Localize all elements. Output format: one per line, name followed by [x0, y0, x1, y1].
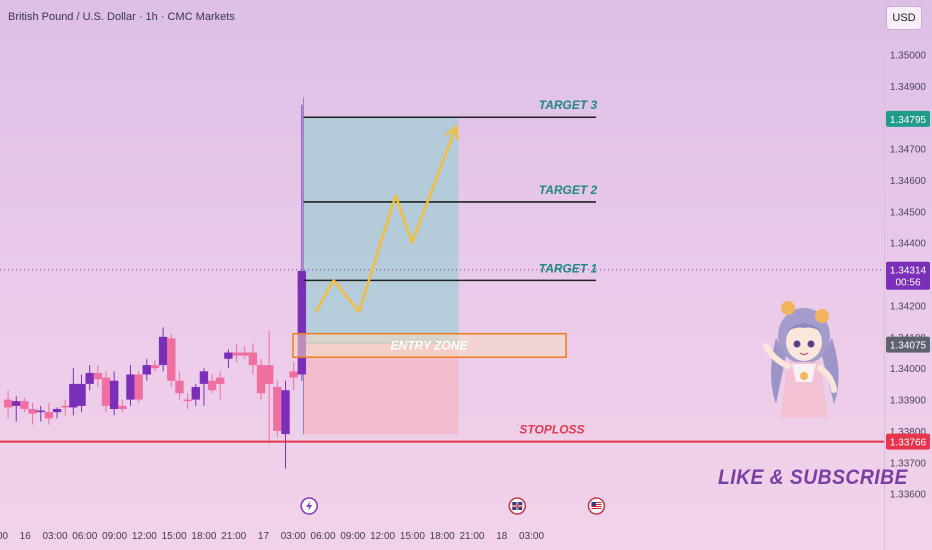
candle-body [216, 377, 225, 384]
candle-body [183, 399, 192, 402]
candle-body [44, 412, 54, 419]
candle-body [142, 365, 151, 375]
candle-body [126, 374, 135, 400]
candle-body [61, 405, 70, 408]
currency-button[interactable]: USD [886, 6, 922, 30]
price-label-text: 1.34795 [890, 115, 927, 126]
x-tick-label: 16 [20, 531, 32, 542]
target-2-label: TARGET 2 [539, 183, 598, 197]
x-tick-label: 03:00 [42, 531, 67, 542]
lightning-event-icon[interactable] [300, 497, 318, 515]
countdown-label-text: 00:56 [895, 278, 920, 289]
candle-body [93, 372, 103, 380]
target-1-label: TARGET 1 [539, 261, 598, 275]
price-axis-divider [884, 0, 885, 550]
candle-body [150, 365, 160, 369]
candle-body [12, 401, 21, 406]
x-tick-label: 17 [258, 531, 270, 542]
candle-body [175, 380, 184, 394]
y-tick-label: 1.33600 [890, 490, 927, 501]
candle-body [85, 372, 94, 384]
like-subscribe-text: LIKE & SUBSCRIBE [718, 466, 908, 489]
y-tick-label: 1.33800 [890, 427, 927, 438]
projection-arrow-path [314, 126, 458, 313]
anime-mascot-image [763, 301, 839, 418]
y-tick-label: 1.33700 [890, 458, 927, 469]
x-tick-label: 18 [496, 531, 508, 542]
price-label-box [886, 336, 930, 353]
candle-body [101, 377, 111, 406]
x-tick-label: 09:00 [102, 531, 127, 542]
y-tick-label: 1.34500 [890, 207, 927, 218]
x-tick-label: 21:00 [459, 531, 484, 542]
candle-body [273, 387, 282, 431]
y-tick-label: 1.33900 [890, 396, 927, 407]
x-tick-label: 12:00 [132, 531, 157, 542]
candle-body [297, 270, 307, 375]
candle-body [240, 352, 249, 356]
candle-body [167, 338, 176, 381]
candle-body [20, 401, 29, 409]
x-tick-label: 03:00 [281, 531, 306, 542]
x-tick-label: 21:00 [0, 531, 8, 542]
candle-body [3, 399, 13, 408]
price-label-text: 1.33766 [890, 438, 927, 449]
candle-body [256, 365, 266, 394]
candle-body [199, 371, 209, 384]
lightning-glyph [306, 501, 313, 511]
price-label-box [886, 261, 930, 290]
flag-canton [591, 502, 596, 506]
candle-body [52, 408, 62, 413]
entry-zone-box [292, 332, 567, 358]
candle-body [118, 405, 127, 409]
candle-body [232, 352, 241, 356]
us-flag-event-icon[interactable] [587, 497, 606, 515]
x-tick-label: 09:00 [340, 531, 365, 542]
stoploss-label: STOPLOSS [519, 423, 584, 437]
y-tick-label: 1.34600 [890, 176, 927, 187]
price-label-text: 1.34075 [890, 341, 927, 352]
price-label-box [886, 433, 930, 450]
uk-flag-event-icon[interactable] [508, 497, 527, 515]
x-tick-label: 03:00 [519, 531, 544, 542]
price-label-box [886, 110, 930, 127]
projection-arrow-head [445, 124, 459, 140]
y-tick-label: 1.35000 [890, 51, 927, 62]
x-tick-label: 15:00 [400, 531, 425, 542]
candle-body [28, 408, 37, 414]
x-tick-label: 18:00 [430, 531, 455, 542]
candle-body [109, 380, 119, 409]
entry-zone-label: ENTRY ZONE [391, 338, 469, 352]
candle-body [77, 383, 86, 406]
candle-body [265, 365, 274, 384]
candle-body [289, 371, 298, 378]
y-tick-label: 1.34700 [890, 145, 927, 156]
candle-body [36, 410, 45, 413]
candle-body [224, 352, 233, 359]
target-3-label: TARGET 3 [539, 98, 598, 112]
y-tick-label: 1.34900 [890, 82, 927, 93]
y-tick-label: 1.34000 [890, 364, 927, 375]
y-tick-label: 1.34200 [890, 301, 927, 312]
x-tick-label: 06:00 [311, 531, 336, 542]
target-zone [303, 117, 459, 344]
candle-body [134, 374, 143, 400]
x-tick-label: 06:00 [72, 531, 97, 542]
x-tick-label: 21:00 [221, 531, 246, 542]
candle-body [69, 383, 78, 408]
price-label-text: 1.34314 [890, 266, 927, 277]
symbol-title: British Pound / U.S. Dollar · 1h · CMC M… [8, 11, 235, 23]
candle-body [158, 336, 168, 366]
y-tick-label: 1.34400 [890, 239, 927, 250]
x-tick-label: 15:00 [162, 531, 187, 542]
x-tick-label: 18:00 [191, 531, 216, 542]
candle-body [248, 352, 258, 366]
candle-body [207, 380, 217, 391]
x-tick-label: 12:00 [370, 531, 395, 542]
candle-body [191, 387, 200, 400]
stop-zone [303, 343, 459, 435]
candle-body [281, 390, 290, 435]
